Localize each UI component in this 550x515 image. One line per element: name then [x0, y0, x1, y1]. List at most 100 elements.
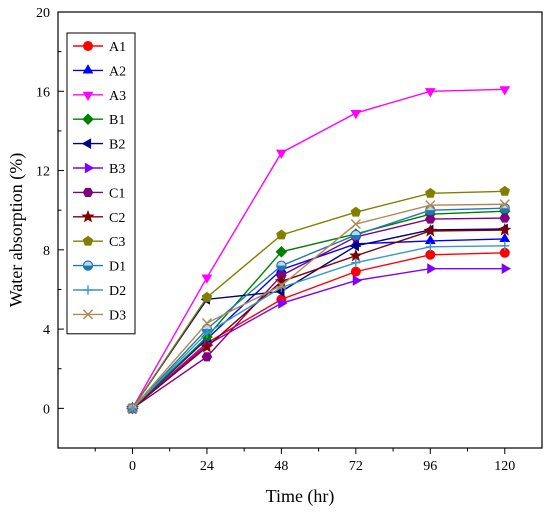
series-line-a1 — [131, 252, 505, 409]
data-point-a3 — [499, 86, 511, 96]
data-point-d2 — [500, 241, 510, 251]
legend-item-c2: C2 — [73, 209, 125, 226]
y-tick-label: 12 — [36, 165, 50, 180]
data-point-b2 — [349, 240, 359, 252]
series-d3 — [127, 199, 510, 414]
legend-item-c3: C3 — [73, 235, 125, 250]
y-tick-label: 4 — [43, 323, 50, 338]
data-point-b3 — [501, 263, 511, 275]
series-line-c1 — [132, 217, 505, 409]
y-tick-label: 8 — [43, 244, 50, 259]
x-tick-label: 48 — [274, 459, 288, 474]
data-point-a3 — [201, 274, 213, 284]
data-point-c2 — [200, 339, 214, 353]
series-d1 — [127, 202, 510, 414]
legend-marker-a1 — [83, 41, 94, 52]
data-point-d3 — [127, 403, 138, 414]
legend-marker-a3 — [82, 91, 94, 101]
data-point-b3 — [352, 275, 363, 286]
legend-label-b1: B1 — [109, 113, 125, 128]
legend-item-d3: D3 — [73, 308, 126, 323]
legend-marker-d1 — [82, 260, 94, 271]
legend-label-a3: A3 — [109, 89, 126, 104]
y-tick-label: 16 — [36, 85, 50, 100]
legend-marker-c3 — [82, 235, 94, 246]
data-point-d3 — [499, 199, 510, 210]
legend-item-c1: C1 — [73, 186, 125, 201]
data-point-d3 — [350, 218, 361, 230]
series-layer — [125, 86, 512, 415]
data-point-d3 — [201, 318, 213, 329]
legend-label-a1: A1 — [109, 40, 126, 55]
legend-box — [66, 32, 136, 335]
legend-label-c3: C3 — [109, 235, 125, 250]
x-axis: 0 24 48 72 96 120 — [94, 448, 515, 474]
data-point-b1 — [275, 246, 288, 258]
data-point-c3 — [276, 229, 287, 240]
data-point-d2 — [351, 258, 361, 268]
data-point-c3 — [425, 187, 436, 198]
series-d2 — [127, 241, 510, 413]
x-axis-title: Time (hr) — [266, 486, 335, 507]
data-point-d1 — [276, 260, 287, 271]
data-point-d1 — [350, 229, 362, 241]
legend-label-c2: C2 — [109, 211, 125, 226]
data-point-a1 — [425, 249, 436, 260]
legend-marker-d3 — [82, 309, 94, 320]
x-tick-label: 24 — [200, 459, 214, 474]
data-point-a3 — [276, 149, 287, 159]
data-point-a3 — [350, 109, 362, 120]
legend-label-d3: D3 — [109, 308, 126, 323]
x-tick-label: 96 — [423, 459, 437, 474]
data-point-c2 — [423, 224, 437, 237]
legend-item-b3: B3 — [73, 162, 125, 177]
legend-marker-b2 — [81, 138, 92, 149]
legend-item-b1: B1 — [73, 113, 125, 128]
data-point-d3 — [425, 200, 436, 211]
data-point-c3 — [201, 291, 213, 302]
data-point-b3 — [427, 263, 437, 275]
series-line-a3 — [131, 88, 505, 409]
legend-item-b2: B2 — [73, 138, 125, 153]
legend-marker-c1 — [82, 187, 94, 197]
legend-marker-c2 — [81, 209, 95, 223]
legend-label-a2: A2 — [109, 64, 126, 79]
data-point-d2 — [425, 242, 435, 252]
data-point-d2 — [202, 328, 212, 338]
legend-item-d2: D2 — [73, 284, 126, 299]
data-point-d1 — [425, 204, 436, 216]
legend-label-b3: B3 — [109, 162, 125, 177]
x-tick-label: 72 — [349, 459, 363, 474]
data-point-a1 — [350, 266, 361, 277]
y-axis: 0 4 8 12 16 20 — [36, 6, 64, 417]
data-point-c1 — [425, 214, 436, 224]
legend-label-b2: B2 — [109, 138, 125, 153]
legend-item-a1: A1 — [73, 40, 126, 55]
y-tick-label: 20 — [36, 6, 50, 21]
legend-label-d2: D2 — [109, 284, 126, 299]
series-line-b1 — [131, 210, 505, 409]
x-tick-label: 120 — [494, 459, 515, 474]
legend-item-a3: A3 — [73, 89, 126, 104]
x-tick-label: 0 — [129, 459, 136, 474]
data-point-d3 — [276, 280, 287, 291]
data-point-c2 — [498, 223, 512, 236]
series-c2 — [125, 223, 512, 414]
legend-label-c1: C1 — [109, 186, 125, 201]
legend-marker-d2 — [83, 285, 93, 295]
series-line-b3 — [132, 267, 505, 409]
legend-marker-a2 — [82, 64, 94, 74]
legend-item-a2: A2 — [73, 64, 126, 79]
data-point-a3 — [424, 88, 436, 98]
legend-item-d1: D1 — [73, 260, 126, 275]
series-line-d1 — [131, 207, 505, 409]
legend-marker-b1 — [82, 113, 94, 125]
legend-label-d1: D1 — [109, 260, 126, 275]
series-a3 — [127, 86, 511, 415]
y-tick-label: 0 — [43, 402, 50, 417]
data-point-c1 — [201, 352, 213, 362]
data-point-c1 — [499, 213, 511, 223]
series-line-c3 — [131, 190, 505, 409]
y-axis-title: Water absorption (%) — [6, 153, 27, 308]
